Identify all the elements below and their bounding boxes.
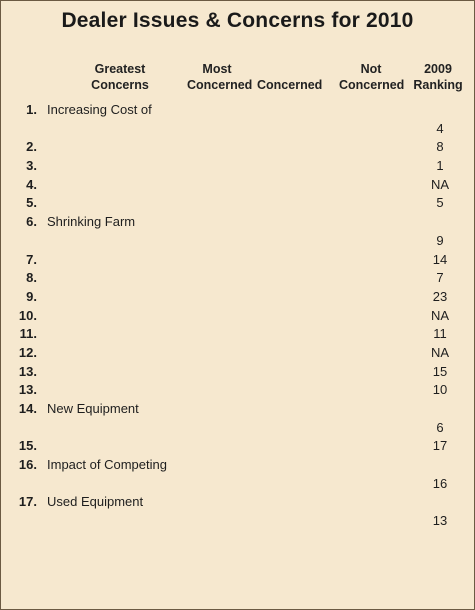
header-line: Greatest (94, 62, 146, 76)
table-row-line: 13.. . . . . . . . . . . . . . . . . . .… (1, 363, 475, 382)
ranking-2009-value: 1 (436, 158, 444, 174)
rank-number: 13. (18, 382, 37, 398)
ranking-2009-value: NA (430, 307, 450, 323)
table-row-line: 2.. . . . . . . . . . . . . . . . . . . … (1, 138, 475, 157)
header-greatest-concerns: Greatest Concerns (65, 61, 175, 93)
concern-label: Shrinking Farm (47, 214, 136, 230)
rank-number: 6. (26, 214, 37, 230)
table-row-line: 15.. . . . . . . . . . . . . . . . . . .… (1, 437, 475, 456)
table-row-line: 16. Impact of Competing (1, 456, 475, 475)
table-row: 8.. . . . . . . . . . . . . . . . . . . … (1, 269, 475, 288)
table-row: 13.. . . . . . . . . . . . . . . . . . .… (1, 363, 475, 382)
rank-number: 14. (18, 401, 37, 416)
header-not-concerned: Not Concerned (339, 61, 405, 93)
concern-label: Used Equipment (47, 494, 144, 510)
table-row: 5.. . . . . . . . . . . . . . . . . . . … (1, 194, 475, 213)
rank-number: 12. (18, 344, 37, 360)
table-row: 16. Impact of Competing . . . . . . . . . … (1, 456, 475, 493)
table-row-line: . . . . . . . . . . . . . . . . . . . . … (1, 475, 475, 494)
header-line: Concerns (91, 78, 149, 92)
table-row: 10.. . . . . . . . . . . . . . . . . . .… (1, 307, 475, 326)
rank-number: 3. (26, 158, 37, 174)
table-row: 9.. . . . . . . . . . . . . . . . . . . … (1, 288, 475, 307)
rank-number: 11. (19, 326, 37, 342)
rank-number: 4. (26, 176, 37, 192)
table-row-line: . . . . . . . . . . . . . . . . . . . . … (1, 232, 475, 251)
table-row-line: 6. Shrinking Farm (1, 213, 475, 232)
table-row: 11.. . . . . . . . . . . . . . . . . . .… (1, 325, 475, 344)
ranking-2009-value: 14 (432, 251, 448, 267)
table-row-line: 5.. . . . . . . . . . . . . . . . . . . … (1, 194, 475, 213)
rank-number: 17. (18, 494, 37, 510)
table-row: 14. New Equipment . . . . . . . . . . . . … (1, 400, 475, 437)
ranking-2009-value: 9 (436, 232, 444, 248)
concern-label: Increasing Cost of (47, 102, 152, 117)
table-row: 3.. . . . . . . . . . . . . . . . . . . … (1, 157, 475, 176)
rank-number: 7. (26, 251, 37, 267)
table-row: 15.. . . . . . . . . . . . . . . . . . .… (1, 437, 475, 456)
rank-number: 15. (18, 438, 37, 454)
ranking-2009-value: 7 (436, 270, 444, 286)
table-row-line: 17. Used Equipment (1, 493, 475, 512)
table-row-line: 14. New Equipment (1, 400, 475, 419)
rank-number: 9. (26, 288, 37, 304)
table-row-line: 12.. . . . . . . . . . . . . . . . . . .… (1, 344, 475, 363)
ranking-2009-value: 10 (432, 382, 448, 398)
ranking-2009-value: 15 (432, 363, 448, 379)
table-row: 17. Used Equipment . . . . . . . . . . . .… (1, 493, 475, 530)
table-row: 6. Shrinking Farm . . . . . . . . . . . . … (1, 213, 475, 250)
concern-label: New Equipment (47, 401, 139, 416)
table-row-line: 13.. . . . . . . . . . . . . . . . . . .… (1, 381, 475, 400)
rank-number: 2. (26, 139, 37, 155)
ranking-2009-value: 17 (432, 438, 448, 454)
table-row-line: 9.. . . . . . . . . . . . . . . . . . . … (1, 288, 475, 307)
table-row: 13.. . . . . . . . . . . . . . . . . . .… (1, 381, 475, 400)
header-line: Concerned (339, 78, 405, 92)
table-row: 7.. . . . . . . . . . . . . . . . . . . … (1, 251, 475, 270)
ranking-2009-value: 13 (432, 513, 448, 529)
rank-number: 13. (18, 363, 37, 379)
ranking-2009-value: NA (430, 344, 450, 360)
ranking-2009-value: 23 (432, 288, 448, 304)
ranking-2009-value: 4 (436, 120, 444, 136)
concern-label: Impact of Competing (47, 457, 167, 473)
header-line: Not (360, 62, 382, 76)
header-concerned: Concerned (257, 78, 323, 92)
table-row-line: . . . . . . . . . . . . . . . . . . . . … (1, 512, 475, 531)
table-body: 1. Increasing Cost of . . . . . . . . . . … (1, 101, 475, 531)
table-row-line: . . . . . . . . . . . . . . . . . . . . … (1, 419, 475, 438)
ranking-2009-value: NA (430, 176, 450, 192)
header-2009-ranking: 2009 Ranking (408, 61, 468, 93)
rank-number: 16. (18, 457, 37, 473)
header-line: Concerned (187, 78, 253, 92)
ranking-2009-value: 11 (433, 326, 447, 342)
header-line: 2009 (424, 62, 452, 76)
table-row-line: 1. Increasing Cost of (1, 101, 475, 120)
table-row: 4.. . . . . . . . . . . . . . . . . . . … (1, 176, 475, 195)
table-row-line: 11.. . . . . . . . . . . . . . . . . . .… (1, 325, 475, 344)
table-row-line: 10.. . . . . . . . . . . . . . . . . . .… (1, 307, 475, 326)
table-row-line: 7.. . . . . . . . . . . . . . . . . . . … (1, 251, 475, 270)
table-row: 12.. . . . . . . . . . . . . . . . . . .… (1, 344, 475, 363)
header-line: Most (202, 62, 232, 76)
rank-number: 5. (26, 195, 37, 211)
header-line: Ranking (413, 78, 463, 92)
ranking-2009-value: 5 (436, 195, 444, 211)
rank-number: 10. (18, 307, 37, 323)
table-row: 2.. . . . . . . . . . . . . . . . . . . … (1, 138, 475, 157)
table-row-line: . . . . . . . . . . . . . . . . . . . . … (1, 120, 475, 139)
header-most-concerned: Most Concerned (187, 61, 253, 93)
ranking-2009-value: 8 (436, 139, 444, 155)
rank-number: 1. (26, 102, 37, 117)
table-row-line: 3.. . . . . . . . . . . . . . . . . . . … (1, 157, 475, 176)
table-row-line: 4.. . . . . . . . . . . . . . . . . . . … (1, 176, 475, 195)
ranking-2009-value: 6 (436, 419, 444, 435)
table-title: Dealer Issues & Concerns for 2010 (61, 9, 414, 32)
rank-number: 8. (26, 270, 37, 286)
table-row-line: 8.. . . . . . . . . . . . . . . . . . . … (1, 269, 475, 288)
ranking-2009-value: 16 (432, 475, 448, 491)
table-row: 1. Increasing Cost of . . . . . . . . . . … (1, 101, 475, 138)
